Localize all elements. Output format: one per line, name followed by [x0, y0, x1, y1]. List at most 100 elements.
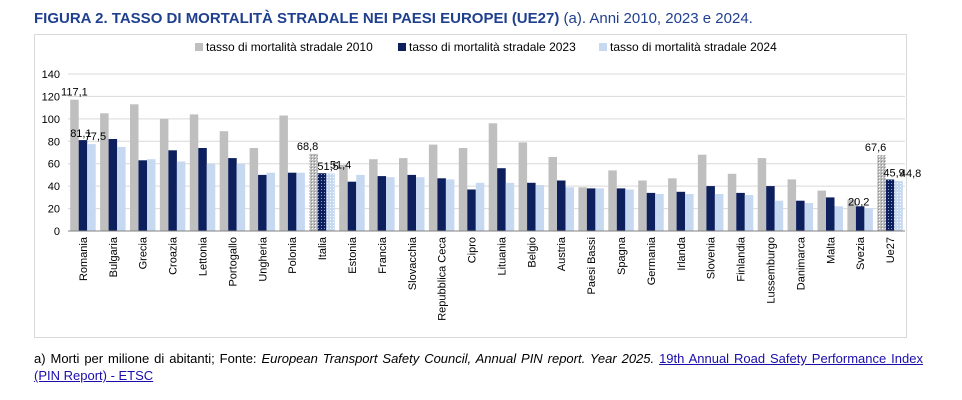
x-tick-label-spagna: Spagna — [616, 236, 628, 275]
bar-grecia-0 — [130, 104, 139, 231]
bar-francia-2 — [386, 177, 395, 231]
bar-portogallo-1 — [228, 158, 237, 231]
bar-finlandia-2 — [744, 195, 754, 231]
bar-cipro-2 — [475, 182, 485, 231]
figure-title-suffix: (a). Anni 2010, 2023 e 2024. — [563, 10, 753, 27]
bar-spagna-0 — [608, 170, 617, 231]
bar-lettonia-1 — [198, 148, 207, 231]
bar-irlanda-1 — [676, 191, 686, 232]
bar-paesi-bassi-2 — [595, 188, 604, 231]
bar-svezia-0 — [847, 199, 856, 231]
data-label-svezia-2: 20,2 — [848, 196, 869, 208]
y-tick-label-0: 0 — [54, 226, 60, 238]
bar-paesi-bassi-0 — [578, 187, 587, 231]
chart-legend: tasso di mortalità stradale 2010 tasso di… — [195, 40, 777, 54]
chart-title: FIGURA 2. TASSO DI MORTALITÀ STRADALE NE… — [34, 10, 753, 27]
y-tick-label-40: 40 — [48, 181, 60, 193]
y-tick-label-140: 140 — [42, 69, 60, 81]
x-tick-label-svezia: Svezia — [855, 236, 867, 270]
x-tick-label-finlandia: Finlandia — [736, 236, 748, 282]
bar-finlandia-1 — [736, 192, 745, 231]
bar-germania-0 — [638, 180, 647, 231]
data-label-romania-0: 117,1 — [61, 87, 88, 99]
bar-malta-0 — [817, 190, 826, 231]
x-tick-label-belgio: Belgio — [526, 237, 538, 268]
bar-slovenia-0 — [697, 154, 707, 231]
x-tick-label-slovacchia: Slovacchia — [407, 236, 419, 290]
bar-ue27-1 — [885, 179, 895, 231]
bar-chart: tasso di mortalità stradale 2010 tasso di… — [42, 40, 922, 321]
x-tick-label-croazia: Croazia — [168, 236, 180, 275]
x-tick-label-cipro: Cipro — [467, 237, 479, 263]
bar-repubblica-ceca-0 — [428, 144, 438, 231]
bar-croazia-0 — [159, 118, 169, 231]
footnote-link[interactable]: 19th Annual Road Safety Performance Inde… — [34, 351, 923, 383]
x-tick-label-ungheria: Ungheria — [257, 236, 269, 282]
bar-ue27-2 — [894, 180, 903, 231]
bar-irlanda-0 — [668, 178, 677, 231]
bar-lettonia-0 — [189, 114, 199, 231]
data-label-ue27-0: 67,6 — [865, 142, 886, 154]
bar-svezia-2 — [864, 208, 873, 231]
data-label-romania-1: 81,1 — [70, 128, 91, 140]
x-tick-label-italia: Italia — [317, 236, 329, 260]
bar-belgio-1 — [527, 182, 536, 231]
bar-repubblica-ceca-2 — [445, 179, 455, 231]
bar-repubblica-ceca-1 — [437, 178, 446, 231]
x-tick-label-francia: Francia — [377, 236, 389, 274]
bar-lussemburgo-1 — [766, 186, 775, 231]
bar-francia-0 — [369, 159, 378, 231]
bar-slovenia-2 — [714, 194, 724, 231]
figure-number: FIGURA 2. — [34, 10, 108, 27]
bar-lituania-0 — [488, 123, 498, 231]
x-tick-label-austria: Austria — [556, 236, 568, 271]
bar-belgio-0 — [518, 142, 528, 231]
bar-italia-1 — [317, 173, 327, 231]
x-tick-label-estonia: Estonia — [347, 236, 359, 274]
bar-romania-0 — [70, 99, 79, 231]
bar-lussemburgo-0 — [757, 158, 767, 231]
bar-grecia-1 — [138, 160, 147, 231]
bar-italia-0 — [309, 153, 318, 231]
bar-cipro-1 — [467, 189, 476, 231]
x-tick-label-danimarca: Danimarca — [795, 236, 807, 290]
bar-lituania-2 — [505, 182, 515, 231]
footnote-note: a) Morti per milione di abitanti; Fonte: — [34, 351, 257, 366]
data-label-ue27-2: 44,8 — [900, 168, 921, 180]
bar-portogallo-2 — [236, 163, 246, 231]
y-axis: 0 20 40 60 80 100 120 140 — [42, 69, 60, 238]
y-tick-label-60: 60 — [48, 159, 60, 171]
x-tick-label-irlanda: Irlanda — [676, 236, 688, 271]
y-tick-label-120: 120 — [42, 91, 60, 103]
bar-polonia-2 — [296, 172, 305, 231]
bar-austria-2 — [565, 187, 574, 231]
y-tick-label-100: 100 — [42, 114, 60, 126]
chart-bars — [70, 99, 903, 232]
x-tick-label-slovenia: Slovenia — [706, 236, 718, 279]
figure-main-title: TASSO DI MORTALITÀ STRADALE NEI PAESI EU… — [111, 10, 560, 27]
y-tick-label-80: 80 — [48, 136, 60, 148]
legend-label-2: tasso di mortalità stradale 2024 — [610, 40, 777, 54]
bar-ungheria-0 — [249, 148, 259, 231]
legend-label-0: tasso di mortalità stradale 2010 — [206, 40, 373, 54]
bar-svezia-1 — [855, 206, 865, 231]
legend-label-1: tasso di mortalità stradale 2023 — [409, 40, 576, 54]
legend-swatch-2 — [599, 43, 607, 51]
bar-belgio-2 — [535, 185, 545, 231]
bar-slovacchia-0 — [399, 158, 408, 231]
bar-estonia-0 — [339, 164, 348, 231]
data-label-italia-0: 68,8 — [297, 141, 318, 153]
bar-danimarca-1 — [796, 200, 805, 231]
bar-finlandia-0 — [727, 173, 737, 231]
bar-germania-1 — [646, 192, 656, 231]
bar-austria-1 — [557, 180, 566, 231]
bar-malta-1 — [826, 197, 835, 231]
bar-ungheria-2 — [266, 172, 276, 231]
bar-polonia-1 — [287, 172, 297, 231]
x-tick-label-germania: Germania — [646, 236, 658, 285]
x-tick-label-lettonia: Lettonia — [198, 236, 210, 276]
data-label-italia-2: 51,4 — [330, 159, 351, 171]
x-tick-label-paesi-bassi: Paesi Bassi — [586, 237, 598, 294]
x-tick-label-portogallo: Portogallo — [227, 237, 239, 287]
x-tick-label-lussemburgo: Lussemburgo — [766, 237, 778, 304]
